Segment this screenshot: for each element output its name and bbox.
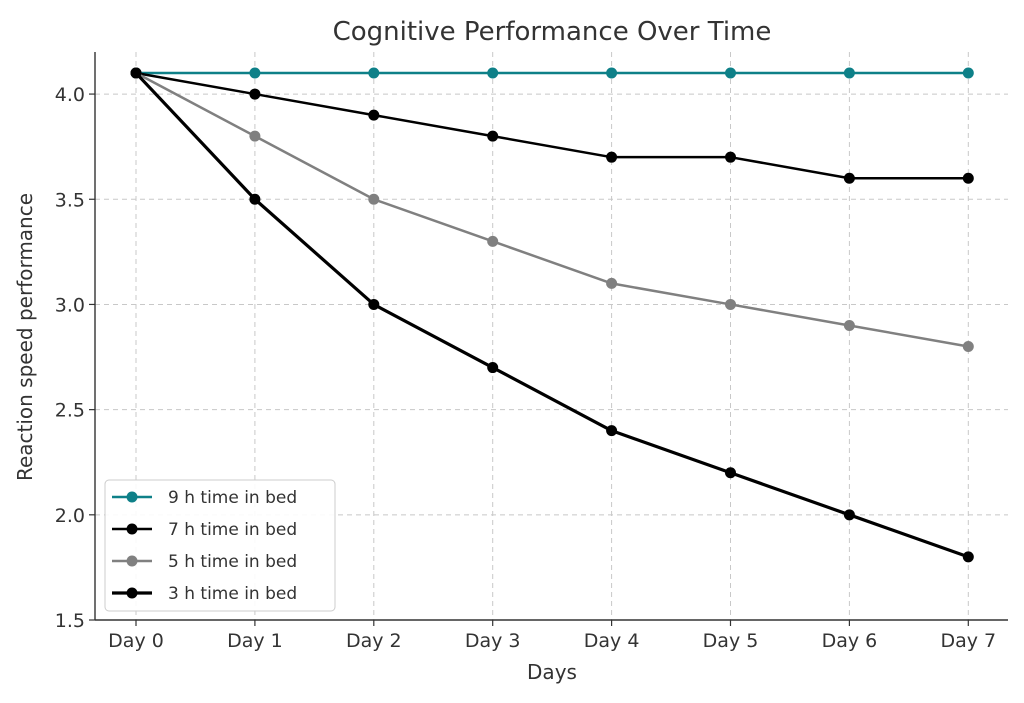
data-point	[725, 467, 736, 479]
y-tick-label: 2.5	[55, 400, 85, 422]
legend-item-4: 3 h time in bed	[112, 584, 297, 604]
x-tick-label: Day 2	[346, 630, 402, 652]
data-point	[249, 88, 261, 100]
grid	[95, 52, 1008, 620]
x-tick-label: Day 5	[703, 630, 759, 652]
data-point	[725, 67, 736, 79]
data-point	[843, 319, 855, 331]
legend: 9 h time in bed 7 h time in bed 5 h time i…	[104, 479, 336, 612]
data-point	[962, 67, 974, 79]
data-point	[487, 362, 499, 374]
data-point	[249, 130, 261, 142]
x-tick-label: Day 0	[108, 630, 164, 652]
series-2	[130, 67, 974, 184]
data-point	[249, 193, 261, 205]
data-point	[487, 130, 499, 142]
legend-label: 7 h time in bed	[168, 520, 297, 540]
data-point	[368, 109, 380, 121]
legend-marker	[126, 587, 138, 599]
data-point	[725, 151, 736, 163]
axes	[89, 52, 1008, 626]
legend-label: 3 h time in bed	[168, 584, 297, 604]
data-point	[368, 67, 380, 79]
data-point	[368, 193, 380, 205]
data-point	[606, 277, 618, 289]
x-tick-label: Day 1	[227, 630, 283, 652]
data-point	[962, 551, 974, 563]
y-tick-label: 1.5	[55, 610, 85, 632]
y-tick-label: 3.5	[55, 189, 85, 211]
data-point	[368, 298, 380, 310]
legend-marker	[126, 555, 138, 567]
data-point	[606, 425, 618, 437]
data-point	[606, 67, 618, 79]
data-point	[843, 509, 855, 521]
x-tick-label: Day 7	[940, 630, 996, 652]
data-point	[725, 298, 736, 310]
tick-labels: 1.5 2.0 2.5 3.0 3.5 4.0 Day 0 Day 1 Day 2 Day 3 Da…	[55, 84, 996, 652]
legend-label: 9 h time in bed	[168, 488, 297, 508]
y-tick-label: 2.0	[55, 505, 85, 527]
y-axis-title: Reaction speed performance	[13, 193, 37, 481]
data-point	[130, 67, 142, 79]
data-point	[487, 235, 499, 247]
legend-marker	[126, 523, 138, 535]
series-line	[135, 71, 969, 348]
series-4	[130, 67, 974, 563]
legend-frame	[104, 479, 336, 612]
x-axis-title: Days	[527, 660, 577, 684]
series-3	[130, 67, 974, 353]
legend-label: 5 h time in bed	[168, 552, 297, 572]
legend-item-2: 7 h time in bed	[112, 520, 297, 540]
x-tick-label: Day 6	[822, 630, 878, 652]
data-point	[249, 67, 261, 79]
data-point	[606, 151, 618, 163]
series-line	[134, 71, 969, 559]
data-point	[843, 67, 855, 79]
legend-item-3: 5 h time in bed	[112, 552, 297, 572]
x-tick-label: Day 4	[584, 630, 640, 652]
data-point	[843, 172, 855, 184]
y-tick-label: 4.0	[55, 84, 85, 106]
legend-item-1: 9 h time in bed	[112, 488, 297, 508]
chart-title: Cognitive Performance Over Time	[333, 17, 772, 47]
legend-marker	[126, 491, 138, 503]
series-layer	[130, 67, 974, 563]
data-point	[962, 172, 974, 184]
y-tick-label: 3.0	[55, 294, 85, 316]
data-point	[962, 341, 974, 353]
x-tick-label: Day 3	[465, 630, 521, 652]
data-point	[487, 67, 499, 79]
series-1	[130, 67, 974, 79]
series-line	[135, 71, 969, 180]
